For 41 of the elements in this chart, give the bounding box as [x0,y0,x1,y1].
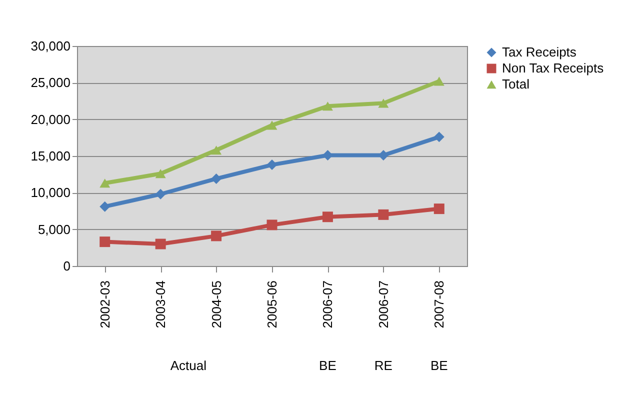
y-tick-label: 25,000 [30,75,70,90]
point [434,76,444,86]
x-tick-label: 2006-07 [376,280,391,328]
y-tick-label: 0 [63,258,70,274]
y-tick-label: 30,000 [30,38,70,54]
y-tick-label: 20,000 [30,112,70,127]
point [100,236,110,248]
x-tick-label: 2004-05 [208,280,224,328]
legend-label: Tax Receipts [502,44,577,60]
text: BE [319,358,337,373]
legend-label: Non Tax Receipts [502,60,604,76]
text: RE [374,358,393,373]
text: BE [430,358,448,373]
y-tick-label: 10,000 [30,185,70,200]
point [266,160,278,170]
y-tick-label: 15,000 [30,148,70,164]
legend-label: Total [502,76,530,92]
point [434,204,444,214]
text: Actual [170,358,207,373]
point [266,220,278,230]
point [100,201,110,212]
x-tick-label: 2007-08 [432,280,447,328]
x-tick-label: 2002-03 [97,280,112,328]
point [155,238,166,250]
point [266,120,278,130]
point [378,209,389,220]
point [322,102,333,111]
point [378,98,389,108]
x-tick-label: 2005-06 [264,280,280,328]
point [322,150,333,161]
point [155,169,166,178]
x-tick-label: 2006-07 [320,280,336,328]
point [100,178,110,188]
point [211,230,222,242]
point [155,188,166,200]
point [322,212,333,222]
point [434,132,444,142]
point [211,173,222,184]
point [211,146,222,155]
x-tick-label: 2003-04 [153,280,168,328]
y-tick-label: 5,000 [38,222,70,237]
